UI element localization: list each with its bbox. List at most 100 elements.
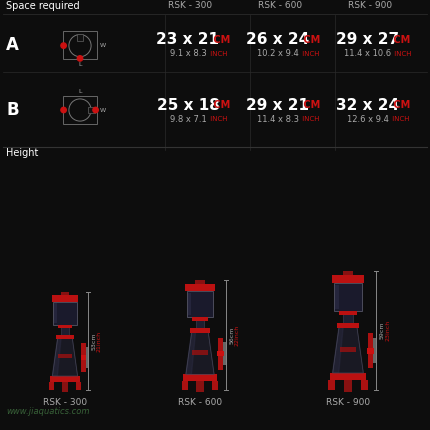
Text: CM: CM [390,35,411,45]
Text: RSK - 600: RSK - 600 [258,1,302,10]
Text: CM: CM [390,100,411,110]
Text: 11.4 x 8.3: 11.4 x 8.3 [257,114,299,123]
Text: INCH: INCH [392,51,412,57]
Text: 21inch: 21inch [97,330,102,352]
Bar [58,325,72,328]
Polygon shape [52,337,61,376]
Text: www.jiaquatics.com: www.jiaquatics.com [6,408,89,417]
Bar [61,292,69,295]
Circle shape [61,43,66,48]
Text: 32 x 24: 32 x 24 [336,98,399,113]
Bar [223,342,226,365]
Circle shape [77,56,83,61]
Text: 53cm: 53cm [92,332,97,350]
Bar [373,338,376,363]
Text: 29 x 21: 29 x 21 [246,98,310,113]
Bar [196,319,204,328]
Bar [187,293,191,315]
Bar [184,375,217,381]
Bar [340,347,356,351]
Bar [86,347,88,368]
Text: CM: CM [211,35,231,45]
Text: 23inch: 23inch [385,319,390,341]
Polygon shape [333,325,344,373]
Bar [328,380,335,390]
Text: W: W [99,108,105,113]
Text: W: W [99,43,105,48]
Bar [87,107,95,113]
Bar [332,274,364,283]
Text: INCH: INCH [208,116,227,122]
Bar [195,280,205,284]
Text: 56cm: 56cm [230,326,235,344]
Bar [343,270,353,274]
Bar [58,354,72,359]
Bar [197,381,204,392]
Bar [192,350,208,355]
Circle shape [61,108,66,113]
Bar [218,351,224,356]
Text: 12.6 x 9.4: 12.6 x 9.4 [347,114,389,123]
Polygon shape [186,330,214,375]
Bar [50,376,80,382]
Text: 26 x 24: 26 x 24 [246,33,310,47]
Text: L: L [78,62,82,68]
Bar [63,95,98,124]
Text: 22inch: 22inch [235,324,240,346]
Polygon shape [186,330,196,375]
Text: A: A [6,36,19,54]
Bar [63,31,98,59]
Bar [368,333,373,368]
Bar [218,338,223,370]
Text: 10.2 x 9.4: 10.2 x 9.4 [257,49,299,58]
Text: 9.1 x 8.3: 9.1 x 8.3 [169,49,206,58]
Text: 29 x 27: 29 x 27 [336,33,399,47]
Bar [212,381,218,390]
Text: RSK - 300: RSK - 300 [43,398,87,407]
Polygon shape [333,325,363,373]
Bar [49,382,54,390]
Bar [185,284,215,291]
Text: Height: Height [6,148,38,158]
Text: Space required: Space required [6,1,80,11]
Text: INCH: INCH [208,51,227,57]
Bar [330,373,366,380]
Text: RSK - 900: RSK - 900 [348,1,392,10]
Text: RSK - 600: RSK - 600 [178,398,222,407]
Bar [80,355,86,360]
Text: CM: CM [301,35,321,45]
Bar [53,302,77,325]
Text: INCH: INCH [300,51,319,57]
Bar [344,380,352,392]
Bar [187,291,213,317]
Text: RSK - 300: RSK - 300 [168,1,212,10]
Text: CM: CM [211,100,231,110]
Bar [77,34,83,41]
Bar [181,381,188,390]
Text: RSK - 900: RSK - 900 [326,398,370,407]
Text: INCH: INCH [300,116,319,122]
Bar [338,322,359,328]
Bar [76,382,81,390]
Text: 11.4 x 10.6: 11.4 x 10.6 [344,49,392,58]
Circle shape [93,108,98,113]
Bar [334,283,362,310]
Bar [190,328,210,332]
Text: CM: CM [301,100,321,110]
Bar [361,380,368,390]
Text: 23 x 21: 23 x 21 [157,33,219,47]
Bar [367,347,374,353]
Bar [62,382,68,392]
Bar [335,285,338,308]
Text: L: L [78,89,82,94]
Text: 9.8 x 7.1: 9.8 x 7.1 [169,114,206,123]
Text: 25 x 18: 25 x 18 [157,98,219,113]
Bar [52,295,78,302]
Bar [192,317,208,320]
Bar [56,335,74,339]
Text: INCH: INCH [390,116,409,122]
Bar [343,313,353,322]
Bar [61,326,69,335]
Polygon shape [52,337,77,376]
Text: B: B [6,101,18,119]
